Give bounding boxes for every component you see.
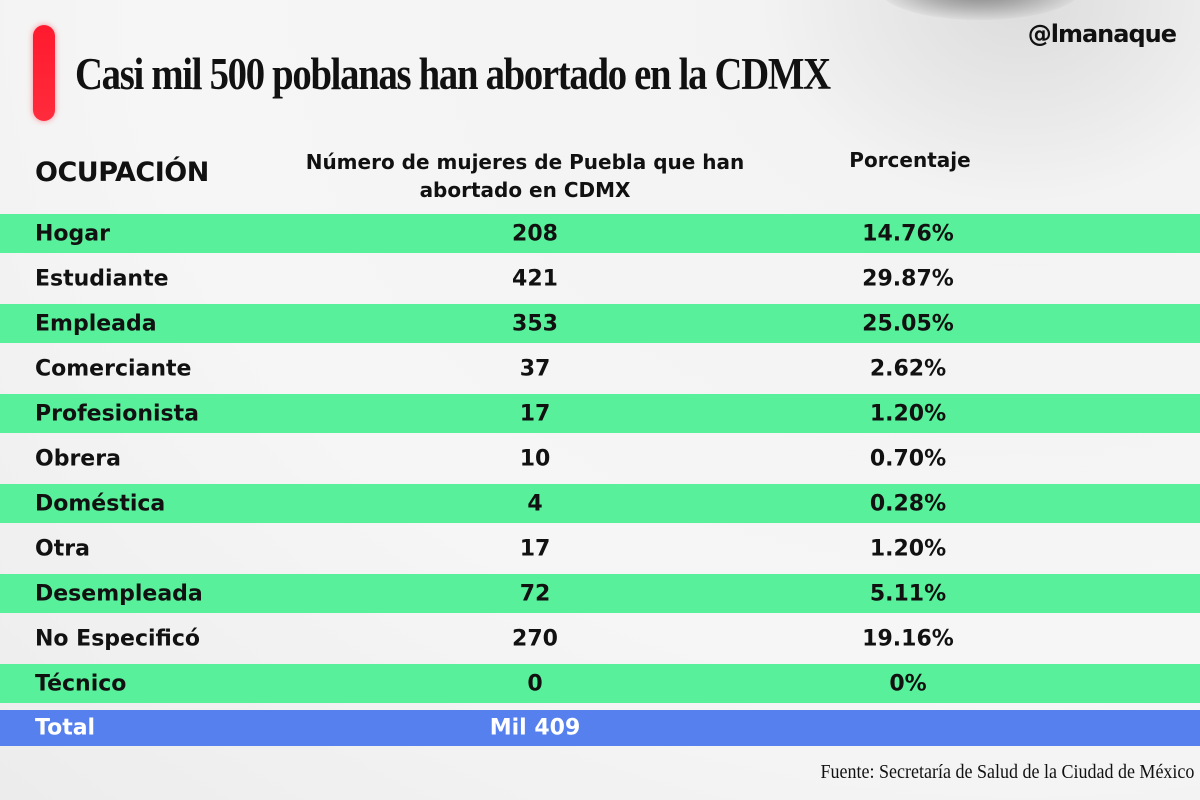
- percent-cell: 29.87%: [862, 266, 954, 291]
- percent-cell: 1.20%: [869, 401, 947, 426]
- percent-cell: 14.76%: [862, 221, 954, 246]
- occupation-cell: Hogar: [35, 221, 110, 246]
- column-header-occupation: OCUPACIÓN: [35, 157, 209, 188]
- occupation-cell: No Especificó: [35, 626, 201, 651]
- occupation-cell: Doméstica: [35, 491, 166, 516]
- accent-bar: [33, 25, 55, 121]
- count-cell: 270: [512, 626, 558, 651]
- table-row: Profesionista 17 1.20%: [0, 394, 1200, 433]
- table-row: Obrera 10 0.70%: [0, 439, 1200, 478]
- count-cell: 0: [527, 671, 543, 696]
- table-row: Comerciante 37 2.62%: [0, 349, 1200, 388]
- source-note: Fuente: Secretaría de Salud de la Ciudad…: [820, 761, 1194, 783]
- column-header-count: Número de mujeres de Puebla que han abor…: [305, 150, 745, 202]
- table-row: Doméstica 4 0.28%: [0, 484, 1200, 523]
- percent-cell: 25.05%: [862, 311, 954, 336]
- occupation-cell: Obrera: [35, 446, 121, 471]
- occupation-cell: Comerciante: [35, 356, 192, 381]
- count-cell: 10: [519, 446, 551, 471]
- count-cell: 37: [519, 356, 551, 381]
- occupation-cell: Desempleada: [35, 581, 203, 606]
- background-smudge: [880, 0, 1080, 20]
- table-row: No Especificó 270 19.16%: [0, 619, 1200, 658]
- table-row: Desempleada 72 5.11%: [0, 574, 1200, 613]
- occupation-cell: Técnico: [35, 671, 127, 696]
- percent-cell: 0.70%: [869, 446, 947, 471]
- table-row: Estudiante 421 29.87%: [0, 259, 1200, 298]
- count-cell: 208: [512, 221, 558, 246]
- column-header-percent: Porcentaje: [849, 148, 971, 172]
- table-row: Otra 17 1.20%: [0, 529, 1200, 568]
- occupation-cell: Estudiante: [35, 266, 169, 291]
- percent-cell: 1.20%: [869, 536, 947, 561]
- brand-logo: @lmanaque: [1027, 20, 1177, 48]
- count-cell: 353: [512, 311, 558, 336]
- percent-cell: 2.62%: [869, 356, 947, 381]
- table-row: Técnico 0 0%: [0, 664, 1200, 703]
- count-cell: 72: [519, 581, 551, 606]
- page-title: Casi mil 500 poblanas han abortado en la…: [75, 49, 831, 99]
- occupation-cell: Empleada: [35, 311, 157, 336]
- total-count: Mil 409: [489, 715, 581, 741]
- count-cell: 4: [527, 491, 543, 516]
- count-cell: 17: [519, 401, 551, 426]
- percent-cell: 0.28%: [869, 491, 947, 516]
- total-label: Total: [35, 715, 96, 741]
- count-cell: 17: [519, 536, 551, 561]
- count-cell: 421: [512, 266, 558, 291]
- occupation-cell: Profesionista: [35, 401, 199, 426]
- table-row: Empleada 353 25.05%: [0, 304, 1200, 343]
- table-row: Hogar 208 14.76%: [0, 214, 1200, 253]
- percent-cell: 19.16%: [862, 626, 954, 651]
- percent-cell: 5.11%: [869, 581, 947, 606]
- percent-cell: 0%: [889, 671, 927, 696]
- total-row: Total Mil 409: [0, 710, 1200, 746]
- occupation-cell: Otra: [35, 536, 90, 561]
